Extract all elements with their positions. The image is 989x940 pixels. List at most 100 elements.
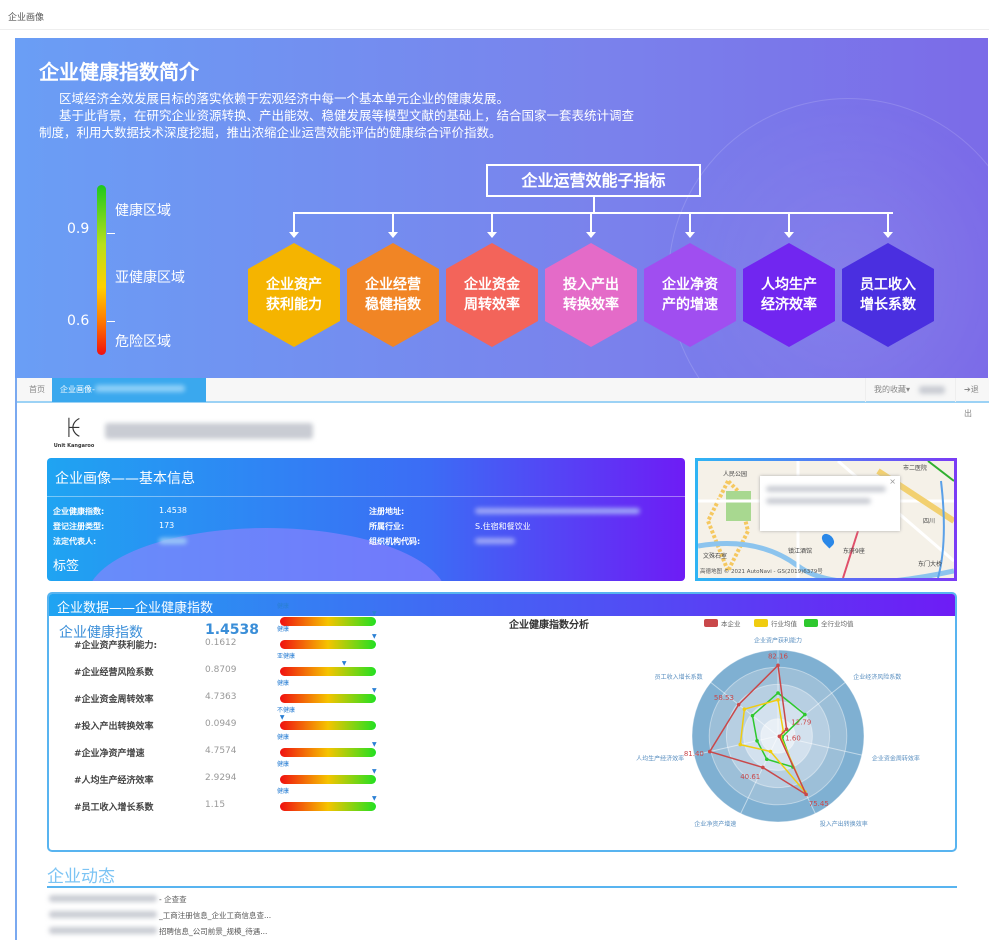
radar-axis xyxy=(777,681,846,737)
legend-label[interactable]: 行业均值 xyxy=(771,619,798,628)
health-gauge-bar xyxy=(280,775,376,784)
gauge-marker-icon: ▼ xyxy=(372,633,377,640)
hex-line2: 增长系数 xyxy=(860,297,916,313)
connector xyxy=(392,213,394,237)
hex-line1: 企业净资 xyxy=(662,277,718,293)
indicator-value: 4.7574 xyxy=(205,746,237,756)
hex-line1: 企业资产 xyxy=(266,277,322,293)
tick xyxy=(107,233,115,234)
hex-line2: 转换效率 xyxy=(563,297,619,313)
indicator-value: 0.1612 xyxy=(205,638,237,648)
health-gauge-bar xyxy=(280,667,376,676)
health-gauge-bar xyxy=(280,802,376,811)
connector xyxy=(887,213,889,237)
health-gauge-bar xyxy=(280,640,376,649)
indicator-label: #投入产出转换效率 xyxy=(74,722,154,732)
health-gauge-bar xyxy=(280,694,376,703)
divider xyxy=(47,886,957,888)
page-header: 企业画像 xyxy=(0,0,989,30)
map-credit: 高德地图 © 2021 AutoNavi - GS(2019)6379号 xyxy=(700,569,823,575)
enterprise-app: 首页 企业画像- 我的收藏▾ ➔退出 ꀘ Unit Kangaroo 企业画像——… xyxy=(15,378,989,940)
logout-label: 退出 xyxy=(964,385,979,418)
logo-text: Unit Kangaroo xyxy=(53,443,95,449)
health-gauge-bar xyxy=(280,721,376,730)
indicator-label: #企业资产获利能力: xyxy=(74,641,158,651)
close-icon[interactable]: × xyxy=(889,477,896,486)
connector xyxy=(491,213,493,237)
gauge-marker-icon: ▼ xyxy=(279,714,285,721)
radar-axis xyxy=(740,735,779,814)
map-label: 市二医院 xyxy=(903,465,928,472)
data-point xyxy=(768,749,773,754)
sub-indicator-hexagon: 企业经营 稳健指数 xyxy=(347,243,439,347)
banner-title: 企业健康指数简介 xyxy=(39,60,199,84)
indicator-value: 4.7363 xyxy=(205,692,237,702)
hex-line2: 稳健指数 xyxy=(365,297,421,313)
gauge-marker-icon: ▼ xyxy=(372,610,377,617)
tab-home[interactable]: 首页 xyxy=(29,385,45,394)
news-title: 企业动态 xyxy=(47,867,115,887)
news-item-link[interactable]: 招聘信息_公司前景_规模_待遇... xyxy=(159,927,268,936)
indicator-label: #企业经营风险系数 xyxy=(74,668,154,678)
redacted xyxy=(49,895,157,902)
data-point xyxy=(738,742,743,747)
data-point xyxy=(765,757,769,762)
tags-label: 标签 xyxy=(53,559,80,574)
arrow-down-icon xyxy=(586,232,596,243)
info-value: 1.4538 xyxy=(159,506,187,515)
axis-label: 员工收入增长系数 xyxy=(655,673,703,681)
map-label: 镇江酒馆 xyxy=(788,548,813,555)
legend-label[interactable]: 本企业 xyxy=(721,619,741,628)
sub-indicator-title: 企业运营效能子指标 xyxy=(486,164,701,197)
legend-swatch[interactable] xyxy=(754,619,768,627)
data-label: 75.45 xyxy=(809,800,829,808)
legend-swatch[interactable] xyxy=(704,619,718,627)
indicator-label: #企业资金周转效率 xyxy=(74,695,154,705)
news-item-link[interactable]: _工商注册信息_企业工商信息查... xyxy=(159,911,272,920)
favorites-dropdown[interactable]: 我的收藏▾ xyxy=(865,378,918,402)
tab-enterprise-portrait[interactable]: 企业画像- xyxy=(52,378,206,402)
basic-info-card: 企业画像——基本信息 企业健康指数: 1.4538 注册地址: 登记注册类型: 173 所… xyxy=(47,458,685,581)
radar-chart: 企业健康指数分析 本企业 行业均值 全行业均值企业资产获利能力企业经济风险系数企业资金… xyxy=(508,618,920,828)
location-map[interactable]: × 人民公园 市二医院 四川 镇江酒馆 东府9座 文殊石室 东门大桥 高德地图 © 2021… xyxy=(695,458,957,581)
health-panel-title: 企业数据——企业健康指数 xyxy=(49,594,955,616)
gauge-marker-icon: ▼ xyxy=(372,741,377,748)
news-item-link[interactable]: - 企查查 xyxy=(159,895,187,904)
map-info-popup: × xyxy=(760,476,900,531)
legend-label[interactable]: 全行业均值 xyxy=(821,619,854,628)
legend-swatch[interactable] xyxy=(804,619,818,627)
sub-indicator-hexagon: 投入产出 转换效率 xyxy=(545,243,637,347)
redacted xyxy=(94,385,185,392)
hexagon-label: 企业资金 周转效率 xyxy=(464,275,520,315)
banner-paragraph-1: 区域经济全效发展目标的落实依赖于宏观经济中每一个基本单元企业的健康发展。 xyxy=(59,91,510,106)
tick-label: 0.9 xyxy=(67,221,90,237)
company-name xyxy=(105,423,313,439)
logout-button[interactable]: ➔退出 xyxy=(955,378,989,418)
hex-line2: 经济效率 xyxy=(761,297,817,313)
hex-line2: 周转效率 xyxy=(464,297,520,313)
redacted xyxy=(475,538,515,544)
tab-bar: 首页 企业画像- 我的收藏▾ ➔退出 xyxy=(17,378,989,418)
map-label: 文殊石室 xyxy=(703,553,728,560)
basic-info-title: 企业画像——基本信息 xyxy=(55,471,195,487)
data-point xyxy=(736,702,741,707)
legend-subhealthy: 亚健康区域 xyxy=(115,270,185,286)
indicator-label: #企业净资产增速 xyxy=(74,749,145,759)
status-label: 健康 xyxy=(277,680,290,687)
redacted xyxy=(766,486,886,492)
redacted xyxy=(766,498,871,504)
hex-line1: 企业经营 xyxy=(365,277,421,293)
redacted xyxy=(475,508,640,514)
data-point xyxy=(803,712,807,717)
redacted xyxy=(49,927,157,934)
data-point xyxy=(742,707,747,711)
info-value: S.住宿和餐饮业 xyxy=(475,522,531,531)
map-label: 东府9座 xyxy=(843,548,865,555)
axis-label: 企业资产获利能力 xyxy=(754,637,802,645)
gauge-marker-icon: ▼ xyxy=(372,687,377,694)
tick-label: 0.6 xyxy=(67,313,90,329)
data-point xyxy=(777,734,782,739)
health-index-value: 1.4538 xyxy=(205,622,260,638)
indicator-value: 1.15 xyxy=(205,800,226,810)
info-label: 法定代表人: xyxy=(53,537,97,546)
